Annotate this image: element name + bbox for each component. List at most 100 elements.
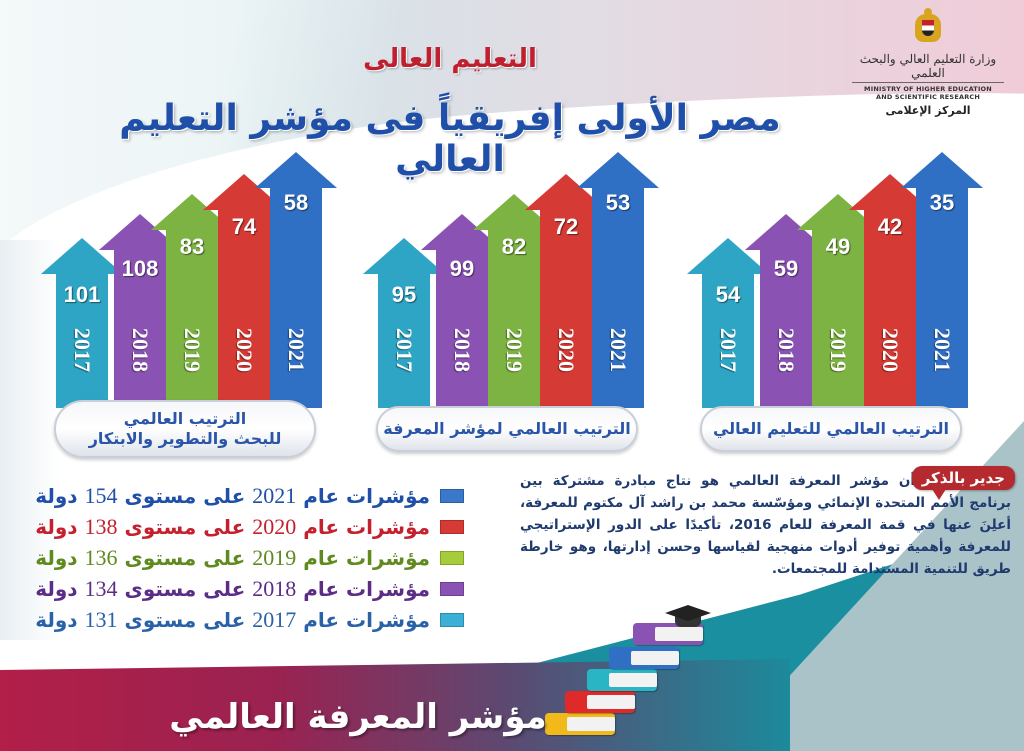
- note-box: جدير بالذكر أن مؤشر المعرفة العالمي هو ن…: [520, 466, 1015, 580]
- legend-count: 138: [84, 513, 118, 539]
- legend-swatch-icon: [440, 550, 464, 565]
- bar-value: 72: [553, 214, 579, 239]
- bar-year: 2017: [716, 328, 741, 372]
- legend-year: 2019: [252, 544, 297, 570]
- bar-2021: 58 2021: [255, 152, 337, 408]
- footer-band: [0, 659, 790, 751]
- page-title: مصر الأولى إفريقياً فى مؤشر التعليم العا…: [119, 98, 781, 180]
- section-title: التعليم العالى: [363, 44, 537, 74]
- legend-mid: على مستوى: [124, 576, 246, 601]
- bar-value: 108: [121, 256, 159, 281]
- bar-value: 59: [773, 256, 799, 281]
- bar-2020: 74 2020: [203, 174, 285, 408]
- legend-count: 136: [84, 544, 118, 570]
- chart-label-line1: الترتيب العالمي للتعليم العالي: [712, 419, 950, 438]
- books-graduation-cap-icon: [545, 605, 725, 745]
- legend-item-2018: مؤشرات عام 2018 على مستوى 134 دولة: [24, 573, 464, 604]
- bar-2017: 101 2017: [41, 238, 123, 408]
- left-fade: [0, 240, 60, 640]
- legend-suffix: دولة: [35, 607, 78, 632]
- bar-2017: 95 2017: [363, 238, 445, 408]
- legend-suffix: دولة: [35, 545, 78, 570]
- bar-year: 2019: [180, 328, 205, 372]
- legend-mid: على مستوى: [124, 483, 246, 508]
- legend-year: 2017: [252, 606, 297, 632]
- bar-value: 53: [605, 190, 631, 215]
- bar-year: 2021: [606, 328, 631, 372]
- legend-mid: على مستوى: [124, 514, 246, 539]
- bar-year: 2018: [128, 328, 153, 372]
- legend-swatch-icon: [440, 488, 464, 503]
- bar-2019: 49 2019: [797, 194, 879, 408]
- legend: مؤشرات عام 2021 على مستوى 154 دولة مؤشرا…: [24, 480, 464, 635]
- bar-value: 82: [501, 234, 527, 259]
- bar-year: 2020: [878, 328, 903, 372]
- bar-year: 2018: [774, 328, 799, 372]
- bar-year: 2019: [826, 328, 851, 372]
- ministry-logo: وزارة التعليم العالي والبحث العلمي MINIS…: [852, 8, 1004, 117]
- chart-label: الترتيب العالمي للتعليم العالي: [700, 406, 962, 452]
- chart-higher-education: 54 2017 59 2018 49 2019 42 2020 35 2021 …: [686, 152, 986, 458]
- ministry-name-english: MINISTRY OF HIGHER EDUCATION AND SCIENTI…: [852, 85, 1004, 101]
- bar-value: 35: [929, 190, 955, 215]
- bar-2020: 42 2020: [849, 174, 931, 408]
- bar-year: 2019: [502, 328, 527, 372]
- legend-count: 134: [84, 575, 118, 601]
- bar-2017: 54 2017: [687, 238, 769, 408]
- legend-year: 2018: [252, 575, 297, 601]
- ministry-en-line2: AND SCIENTIFIC RESEARCH: [875, 93, 981, 101]
- legend-prefix: مؤشرات عام: [303, 607, 430, 632]
- bar-value: 42: [877, 214, 903, 239]
- bar-value: 54: [715, 282, 741, 307]
- legend-suffix: دولة: [35, 576, 78, 601]
- bar-2018: 59 2018: [745, 214, 827, 408]
- bar-value: 95: [391, 282, 417, 307]
- note-text: أن مؤشر المعرفة العالمي هو نتاج مبادرة م…: [520, 473, 1011, 577]
- legend-item-2019: مؤشرات عام 2019 على مستوى 136 دولة: [24, 542, 464, 573]
- bar-value: 83: [179, 234, 205, 259]
- legend-item-2017: مؤشرات عام 2017 على مستوى 131 دولة: [24, 604, 464, 635]
- legend-prefix: مؤشرات عام: [303, 545, 430, 570]
- bar-year: 2017: [70, 328, 95, 372]
- bar-2020: 72 2020: [525, 174, 607, 408]
- chart-knowledge-index: 95 2017 99 2018 82 2019 72 2020 53 2021 …: [362, 152, 662, 458]
- legend-count: 154: [84, 482, 118, 508]
- bar-value: 101: [63, 282, 101, 307]
- chart-label-line1: الترتيب العالمي: [123, 409, 247, 428]
- bar-year: 2017: [392, 328, 417, 372]
- legend-year: 2021: [252, 482, 297, 508]
- legend-prefix: مؤشرات عام: [303, 483, 430, 508]
- bar-value: 58: [283, 190, 309, 215]
- bar-value: 49: [825, 234, 851, 259]
- legend-mid: على مستوى: [124, 607, 246, 632]
- legend-item-2021: مؤشرات عام 2021 على مستوى 154 دولة: [24, 480, 464, 511]
- bar-2021: 53 2021: [577, 152, 659, 408]
- bar-2018: 108 2018: [99, 214, 181, 408]
- legend-prefix: مؤشرات عام: [303, 576, 430, 601]
- chart-rd-innovation: 101 2017 108 2018 83 2019 74 2020 58 202…: [40, 152, 340, 458]
- egypt-eagle-emblem-icon: [911, 8, 945, 48]
- legend-year: 2020: [252, 513, 297, 539]
- chart-label-line1: الترتيب العالمي لمؤشر المعرفة: [383, 419, 631, 438]
- bar-value: 99: [449, 256, 475, 281]
- chart-label-line2: للبحث والتطوير والابتكار: [88, 429, 282, 448]
- bar-2021: 35 2021: [901, 152, 983, 408]
- legend-item-2020: مؤشرات عام 2020 على مستوى 138 دولة: [24, 511, 464, 542]
- chart-label: الترتيب العالمي للبحث والتطوير والابتكار: [54, 400, 316, 458]
- legend-mid: على مستوى: [124, 545, 246, 570]
- note-badge: جدير بالذكر: [911, 466, 1015, 500]
- footer-title: مؤشر المعرفة العالمي: [169, 697, 547, 737]
- legend-suffix: دولة: [35, 483, 78, 508]
- bar-year: 2021: [284, 328, 309, 372]
- bar-year: 2020: [232, 328, 257, 372]
- bar-2018: 99 2018: [421, 214, 503, 408]
- legend-swatch-icon: [440, 612, 464, 627]
- ministry-en-line1: MINISTRY OF HIGHER EDUCATION: [864, 85, 992, 93]
- bar-year: 2018: [450, 328, 475, 372]
- legend-count: 131: [84, 606, 118, 632]
- bar-value: 74: [231, 214, 257, 239]
- bar-2019: 82 2019: [473, 194, 555, 408]
- media-center-label: المركز الإعلامى: [885, 104, 971, 117]
- legend-swatch-icon: [440, 519, 464, 534]
- ministry-name-arabic: وزارة التعليم العالي والبحث العلمي: [852, 52, 1004, 83]
